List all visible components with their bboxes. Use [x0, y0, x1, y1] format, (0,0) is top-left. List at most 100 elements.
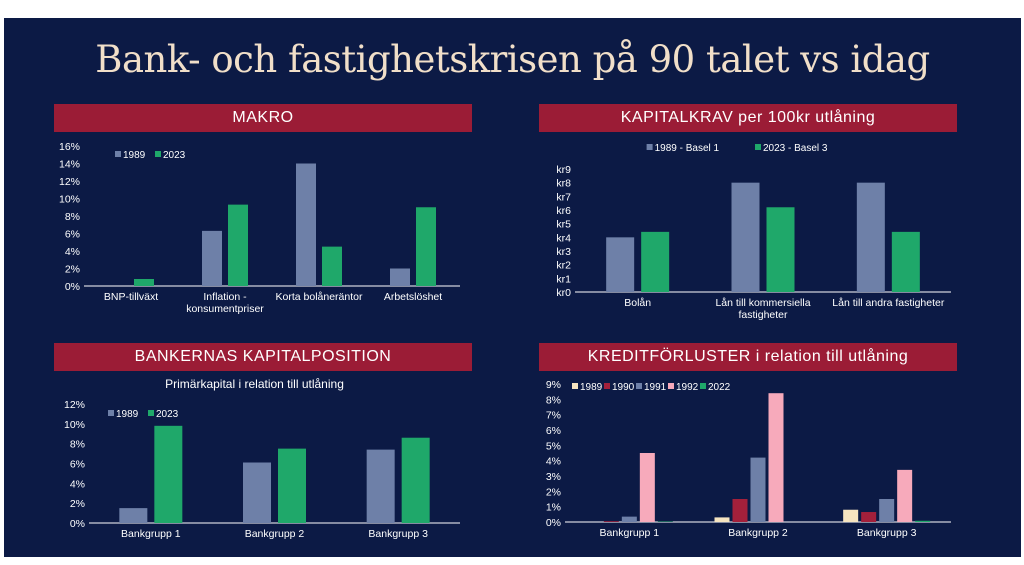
kapitalposition-banner: BANKERNAS KAPITALPOSITION — [54, 343, 472, 371]
kreditforluster-banner: KREDITFÖRLUSTER i relation till utlåning — [539, 343, 957, 371]
kapitalkrav-category-label: Lån till andra fastigheter — [832, 297, 945, 309]
kreditforluster-bar — [639, 453, 655, 522]
kreditforluster-legend-swatch — [572, 383, 578, 389]
kreditforluster-legend-label: 1989 — [580, 382, 603, 393]
page-title: Bank- och fastighetskrisen på 90 talet v… — [95, 38, 930, 81]
makro-ytick-label: 0% — [65, 281, 80, 293]
kapitalposition-bar — [243, 462, 271, 523]
kapitalkrav-category-label: fastigheter — [738, 309, 788, 321]
kreditforluster-bar — [750, 457, 766, 522]
kapitalposition-bar — [278, 448, 306, 523]
kapitalposition-category-label: Bankgrupp 3 — [368, 528, 428, 540]
makro-bar — [296, 163, 316, 286]
kreditforluster-chart: 0% 1% 2% 3% 4% 5% 6% 7% 8% 9% Bankgrupp 1 Bankgrupp… — [546, 379, 951, 539]
makro-ytick-label: 10% — [59, 194, 80, 206]
kreditforluster-bar — [732, 499, 748, 522]
kapitalposition-legend-swatch — [148, 410, 154, 416]
kreditforluster-legend-swatch — [700, 383, 706, 389]
kreditforluster-legend-label: 1992 — [676, 382, 699, 393]
kreditforluster-ytick-label: 3% — [546, 471, 561, 483]
kreditforluster-category-label: Bankgrupp 3 — [857, 527, 917, 539]
makro-legend-swatch — [115, 151, 121, 157]
makro-bar — [322, 246, 342, 286]
kapitalposition-bar — [401, 437, 430, 523]
makro-chart: 0% 2% 4% 6% 8% 10% 12% 14% 16% BNP-tillväxt Inflat… — [59, 141, 460, 315]
kapitalkrav-bar — [856, 182, 885, 292]
kapitalkrav-legend-swatch — [755, 144, 761, 150]
kreditforluster-bar — [621, 516, 637, 522]
kreditforluster-bar — [915, 520, 931, 522]
kapitalkrav-legend-swatch — [646, 144, 653, 150]
kreditforluster-bar — [603, 521, 619, 522]
kreditforluster-bar — [861, 512, 877, 522]
kreditforluster-category-label: Bankgrupp 2 — [728, 527, 788, 539]
kapitalposition-ytick-label: 8% — [70, 439, 85, 451]
makro-legend-label: 2023 — [163, 150, 186, 161]
kreditforluster-ytick-label: 6% — [546, 425, 561, 437]
slide-background: Bank- och fastighetskrisen på 90 talet v… — [4, 18, 1021, 557]
kapitalkrav-category-label: Bolån — [624, 297, 651, 309]
makro-bar — [202, 230, 222, 286]
kapitalposition-bar — [366, 449, 395, 523]
makro-category-label: BNP-tillväxt — [104, 291, 158, 303]
kreditforluster-legend-label: 1991 — [644, 382, 667, 393]
makro-bar — [416, 207, 436, 286]
kapitalkrav-ytick-label: kr7 — [556, 191, 571, 203]
kapitalkrav-ytick-label: kr2 — [556, 260, 571, 272]
kreditforluster-bar — [843, 509, 859, 522]
makro-ytick-label: 12% — [59, 176, 80, 188]
kapitalkrav-bar — [606, 237, 635, 292]
kreditforluster-ytick-label: 7% — [546, 410, 561, 422]
kapitalposition-category-label: Bankgrupp 2 — [245, 528, 305, 540]
kapitalposition-bar — [154, 425, 183, 523]
makro-bar — [134, 279, 154, 286]
kapitalposition-legend-swatch — [108, 410, 114, 416]
kapitalposition-subtitle: Primärkapital i relation till utlåning — [165, 377, 344, 391]
makro-banner: MAKRO — [54, 104, 472, 132]
makro-category-label: Arbetslöshet — [384, 291, 442, 303]
makro-legend-swatch — [155, 151, 161, 157]
kapitalposition-bar — [119, 508, 148, 523]
makro-bar — [390, 268, 410, 286]
kreditforluster-bar — [897, 469, 913, 522]
kreditforluster-legend-swatch — [604, 383, 610, 389]
kapitalkrav-banner: KAPITALKRAV per 100kr utlåning — [539, 104, 957, 132]
kreditforluster-ytick-label: 5% — [546, 440, 561, 452]
makro-ytick-label: 4% — [65, 246, 80, 258]
kapitalkrav-ytick-label: kr8 — [556, 178, 571, 190]
kapitalkrav-bar — [641, 231, 670, 292]
makro-ytick-label: 14% — [59, 159, 80, 171]
kapitalkrav-ytick-label: kr0 — [556, 287, 571, 299]
kapitalposition-chart: Primärkapital i relation till utlåning 0%… — [64, 377, 460, 540]
makro-ytick-label: 8% — [65, 211, 80, 223]
makro-ytick-label: 2% — [65, 264, 80, 276]
kreditforluster-legend-label: 1990 — [612, 382, 635, 393]
kreditforluster-bar — [714, 517, 730, 522]
kapitalposition-legend-label: 2023 — [156, 409, 179, 420]
kapitalposition-ytick-label: 12% — [64, 399, 85, 411]
kapitalkrav-ytick-label: kr9 — [556, 164, 571, 176]
kreditforluster-ytick-label: 4% — [546, 456, 561, 468]
kapitalposition-ytick-label: 10% — [64, 419, 85, 431]
makro-legend-label: 1989 — [123, 150, 146, 161]
kapitalkrav-ytick-label: kr6 — [556, 205, 571, 217]
makro-category-label: Korta bolåneräntor — [276, 291, 363, 303]
kreditforluster-ytick-label: 1% — [546, 502, 561, 514]
kapitalposition-ytick-label: 6% — [70, 459, 85, 471]
kapitalposition-ytick-label: 4% — [70, 478, 85, 490]
kreditforluster-bar — [879, 499, 895, 522]
kreditforluster-category-label: Bankgrupp 1 — [600, 527, 660, 539]
kapitalkrav-ytick-label: kr4 — [556, 232, 571, 244]
kapitalposition-category-label: Bankgrupp 1 — [121, 528, 181, 540]
makro-bar — [228, 204, 248, 286]
kapitalkrav-ytick-label: kr1 — [556, 273, 571, 285]
makro-category-label: konsumentpriser — [186, 303, 264, 315]
kreditforluster-legend-label: 2022 — [708, 382, 731, 393]
makro-ytick-label: 16% — [59, 141, 80, 153]
makro-category-label: Inflation - — [203, 291, 247, 303]
kreditforluster-bar — [768, 393, 784, 522]
kreditforluster-legend-swatch — [636, 383, 642, 389]
kreditforluster-legend-swatch — [668, 383, 674, 389]
kreditforluster-ytick-label: 2% — [546, 486, 561, 498]
